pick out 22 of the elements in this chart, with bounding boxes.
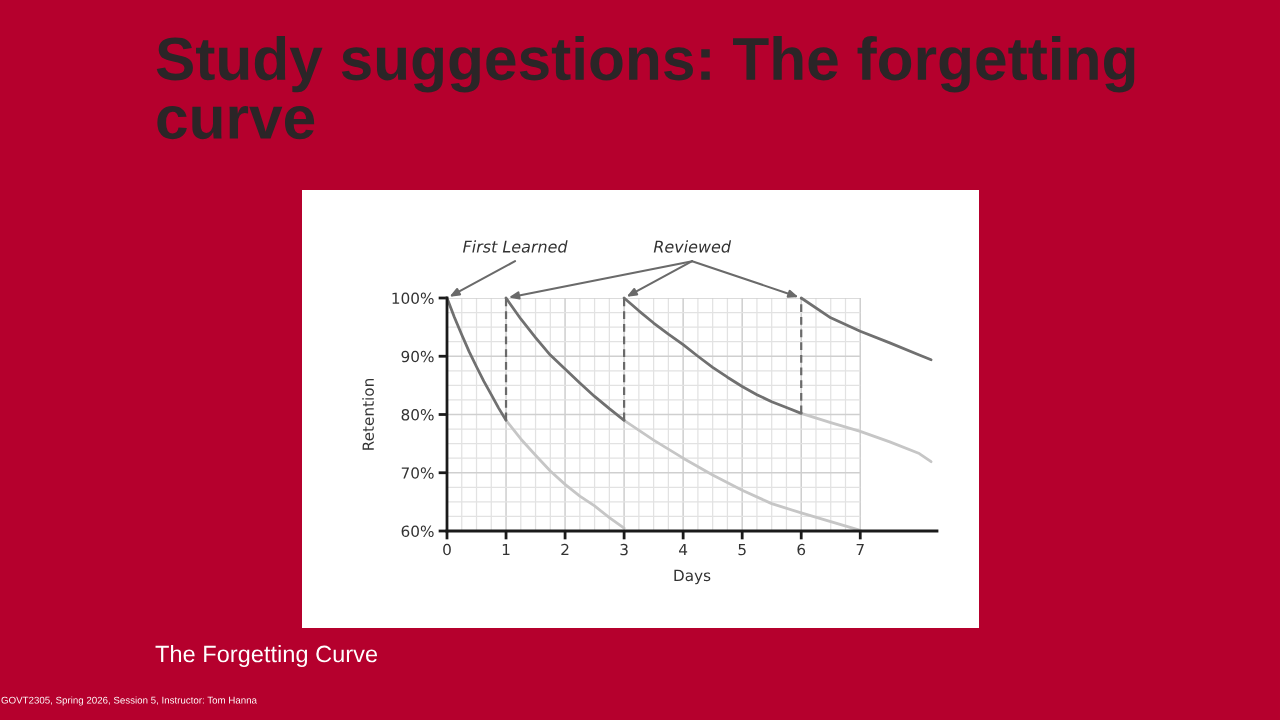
- x-tick-label: 7: [856, 543, 864, 556]
- annotation: Reviewed: [653, 240, 732, 253]
- y-axis-title: Retention: [362, 378, 374, 450]
- x-tick-label: 2: [561, 543, 569, 556]
- line-series: [445, 296, 508, 422]
- chart-title: Study suggestions: The forgetting curve: [156, 36, 1135, 140]
- text: GOVT2305, Spring 2026, Session 5, Instructor: Tom Hanna: [1, 696, 257, 706]
- y-tick-label: 90%: [401, 350, 434, 363]
- x-tick-label: 1: [502, 543, 510, 556]
- x-tick-label: 4: [679, 543, 688, 556]
- text: The Forgetting Curve: [155, 644, 378, 667]
- line-series: [504, 296, 626, 422]
- y-tick-label: 100%: [392, 292, 434, 305]
- x-axis-title: Days: [674, 569, 711, 585]
- annotation: First Learned: [462, 240, 568, 253]
- y-tick-label: 80%: [401, 408, 434, 421]
- x-tick-label: 3: [620, 543, 628, 556]
- x-tick-label: 0: [443, 543, 451, 556]
- y-tick-label: 60%: [401, 525, 434, 538]
- y-tick-label: 70%: [401, 467, 434, 479]
- x-tick-label: 5: [738, 543, 746, 556]
- x-tick-label: 6: [797, 543, 806, 556]
